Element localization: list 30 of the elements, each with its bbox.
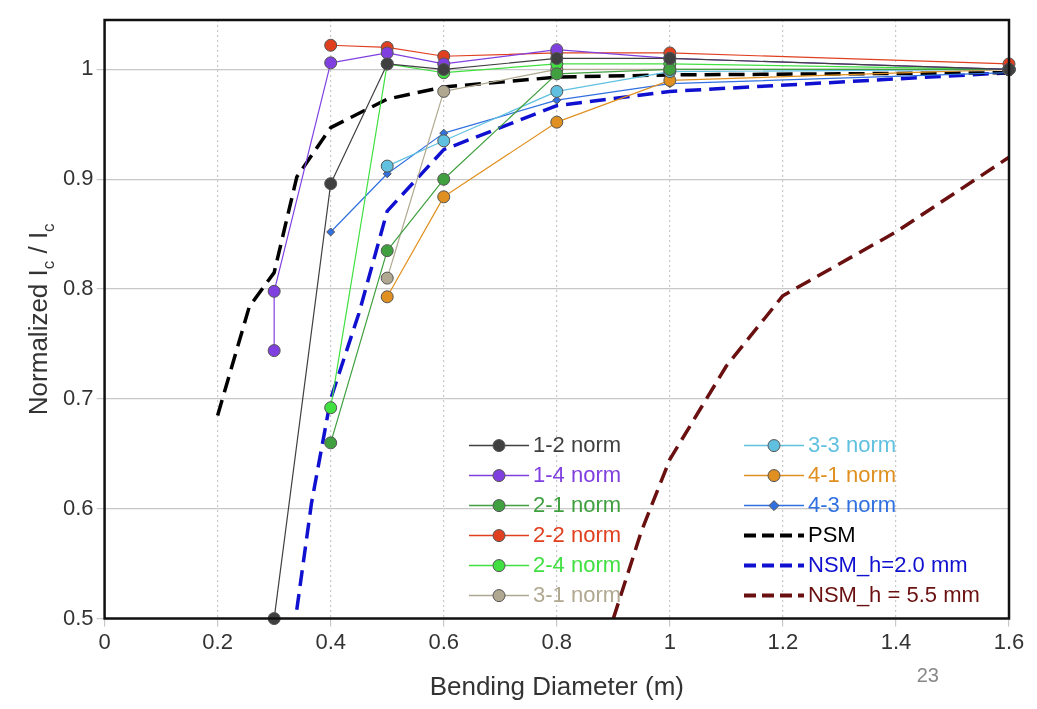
y-tick-label: 0.8 (62, 275, 94, 301)
y-tick-label: 0.6 (62, 494, 94, 520)
x-tick-label: 0.6 (428, 628, 460, 654)
x-tick-label: 1.2 (767, 628, 799, 654)
x-tick-label: 1 (663, 628, 676, 654)
legend-label: 2-2 norm (533, 521, 622, 547)
legend-label: 1-2 norm (533, 431, 622, 457)
legend-label: 4-1 norm (808, 461, 897, 487)
x-tick-label: 0.2 (202, 628, 233, 654)
legend-label: 4-3 norm (808, 491, 897, 517)
text: 23 (916, 663, 939, 686)
x-tick-label: 1.6 (993, 628, 1025, 654)
legend-label: 2-1 norm (533, 491, 622, 517)
x-tick-label: 1.4 (880, 628, 912, 654)
legend-label: 2-4 norm (533, 551, 622, 577)
legend-label: 1-4 norm (533, 461, 622, 487)
x-tick-label: 0.4 (315, 628, 346, 654)
legend-label: NSM_h = 5.5 mm (808, 581, 980, 607)
y-axis-title: Normalized Ic / Ic (23, 223, 58, 416)
legend-label: PSM (808, 521, 856, 547)
x-tick-label: 0 (98, 628, 111, 654)
y-tick-label: 0.9 (62, 165, 94, 191)
legend-label: 3-1 norm (533, 581, 622, 607)
legend-label: 3-3 norm (808, 431, 897, 457)
x-axis-title: Bending Diameter (m) (429, 671, 684, 702)
y-tick-label: 0.5 (62, 604, 94, 630)
legend-label: NSM_h=2.0 mm (808, 551, 968, 577)
y-tick-label: 0.7 (62, 384, 94, 410)
x-tick-label: 0.8 (541, 628, 573, 654)
y-tick-label: 1 (81, 55, 94, 81)
